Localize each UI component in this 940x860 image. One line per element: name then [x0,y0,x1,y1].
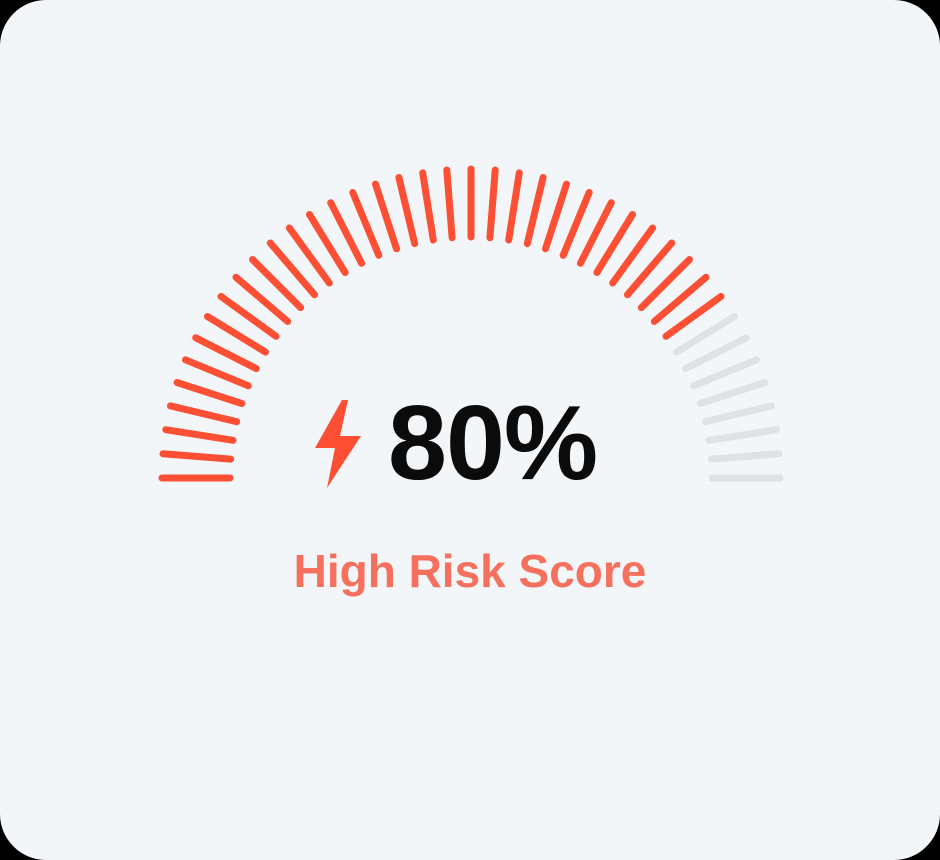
gauge-tick-active [443,166,456,242]
gauge-tick-active [486,166,499,242]
gauge-tick-active [523,174,547,248]
risk-level-label: High Risk Score [293,545,647,597]
gauge-tick-inactive [701,402,775,426]
gauge-tick-active [173,379,246,407]
gauge-tick-active [542,180,570,253]
gauge-tick-active [637,256,693,312]
gauge-tick-active [576,199,615,267]
gauge-tick-active [372,180,400,253]
gauge-tick-active [662,292,725,340]
gauge-tick-active [327,199,366,267]
score-row: 80% [0,388,940,498]
gauge-tick-active [162,426,237,444]
gauge-tick-active [306,211,349,276]
gauge-tick-inactive [707,450,783,463]
gauge-tick-active [559,189,593,259]
lightning-bolt-icon [315,400,361,488]
gauge-tick-active [624,239,676,299]
gauge-tick-active [609,224,657,287]
gauge-tick-active [419,169,437,244]
gauge-tick-inactive [705,426,780,444]
gauge-tick-active [285,224,333,287]
gauge-tick-active [650,273,710,325]
gauge-tick-inactive [690,356,760,390]
gauge-tick-active [266,239,318,299]
gauge-tick-active [217,292,280,340]
gauge-tick-active [349,189,383,259]
gauge-tick-active [182,356,252,390]
gauge-tick-active [249,256,305,312]
gauge-tick-active [232,273,292,325]
gauge-tick-active [192,334,260,373]
gauge-tick-active [167,402,241,426]
gauge-tick-active [395,174,419,248]
gauge-tick-inactive [682,334,750,373]
risk-score-value: 80% [388,384,598,502]
gauge-tick-inactive [696,379,769,407]
gauge-tick-active [505,169,523,244]
gauge-tick-active [204,313,269,356]
gauge-tick-active [159,450,235,463]
gauge-tick-inactive [673,313,738,356]
gauge-tick-active [593,211,636,276]
